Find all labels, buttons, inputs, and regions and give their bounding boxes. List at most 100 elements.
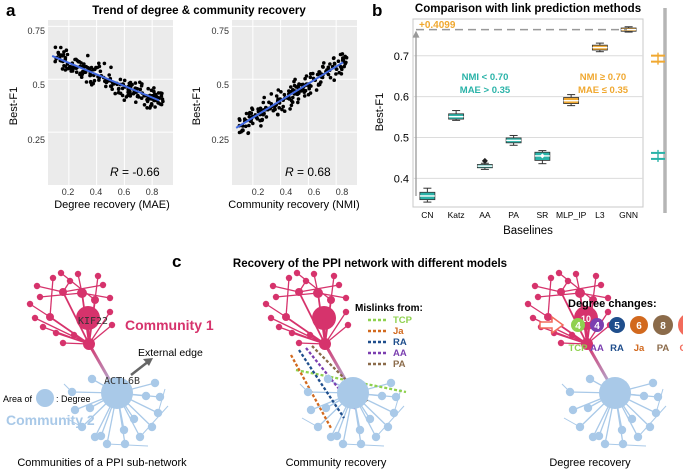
data-point [146,87,150,91]
scatter-community-recovery: Best-F1 Community recovery (NMI) 0.75 0.… [191,20,360,211]
network-node [327,296,335,304]
network-node [289,330,295,336]
x-tick-label: 0.4 [90,187,103,197]
caption-community-recovery: Community recovery [286,457,387,469]
network-community-recovery [263,270,406,448]
network-node [109,322,115,328]
network-edge [273,286,299,292]
data-point [291,100,295,104]
data-point [333,62,337,66]
data-point [143,103,147,107]
data-point [161,97,165,101]
data-point [139,88,143,92]
external-edge-arrow [131,361,149,375]
x-tick-label: Katz [448,210,465,220]
data-point [327,66,331,70]
data-point [89,73,93,77]
network-node [95,273,101,279]
degree-value: 8 [660,321,666,332]
plot-background [232,20,357,185]
network-node [569,332,575,338]
caption-communities: Communities of a PPI sub-network [17,457,187,469]
data-point [318,83,322,87]
network-node [343,309,349,315]
network-node [67,278,73,284]
data-point [262,101,266,105]
network-node [263,301,269,307]
network-node [295,288,303,296]
degree-value: 5 [614,321,620,332]
network-node [339,440,347,448]
data-point [277,106,281,110]
network-node [618,426,626,434]
network-node [97,432,105,440]
data-point [279,90,283,94]
legend-label-RA: RA [393,337,407,348]
network-node [535,294,541,300]
data-point [291,96,295,100]
data-point [259,124,263,128]
network-node [598,282,604,288]
network-node [575,288,585,298]
network-node [273,294,279,300]
network-node [120,426,128,434]
network-node [569,406,577,414]
degree-value: 4 [575,321,581,332]
degree-changes-title: Degree changes: [568,298,657,310]
network-node [71,332,77,338]
data-point [148,106,152,110]
network-node [593,273,599,279]
network-node [322,404,330,412]
data-point [261,113,265,117]
data-point [289,85,293,89]
x-tick-label: AA [479,210,491,220]
data-point [315,88,319,92]
data-point [93,68,97,72]
network-node [100,282,106,288]
data-point [276,113,280,117]
data-point [61,54,65,58]
degree-model-label: RA [610,343,624,354]
network-node [336,282,342,288]
data-point [332,78,336,82]
network-node [565,278,571,284]
data-point [239,130,243,134]
y-tick-label: 0.25 [211,135,229,145]
gap-label: +0.4099 [419,20,456,31]
data-point [311,72,315,76]
data-point [117,87,121,91]
degree-model-label: GNN [679,343,683,354]
data-point [146,98,150,102]
note-teal-mae: MAE > 0.35 [460,85,511,96]
r-symbol: R [110,165,119,179]
data-point [153,105,157,109]
network-edge [37,286,63,292]
panel-c-title: Recovery of the PPI network with differe… [233,258,507,270]
data-point [273,108,277,112]
data-point [339,53,343,57]
network-node [268,315,274,321]
network-node [304,388,312,396]
data-point [283,93,287,97]
network-node [619,440,627,448]
network-node [331,273,337,279]
data-point [74,58,78,62]
data-point [64,65,68,69]
x-axis-label: Degree recovery (MAE) [54,199,170,211]
network-node [151,379,159,387]
note-orange-nmi: NMI ≥ 0.70 [580,72,626,83]
network-node [566,388,574,396]
network-node [314,423,322,431]
r-value: = -0.66 [122,165,160,179]
data-point [287,89,291,93]
x-axis-label: Community recovery (NMI) [228,199,359,211]
network-node [356,426,364,434]
network-node [333,432,341,440]
data-point [104,85,108,89]
data-point [238,118,242,122]
x-tick-label: MLP_IP [556,210,587,220]
network-node [121,440,129,448]
data-point [262,96,266,100]
